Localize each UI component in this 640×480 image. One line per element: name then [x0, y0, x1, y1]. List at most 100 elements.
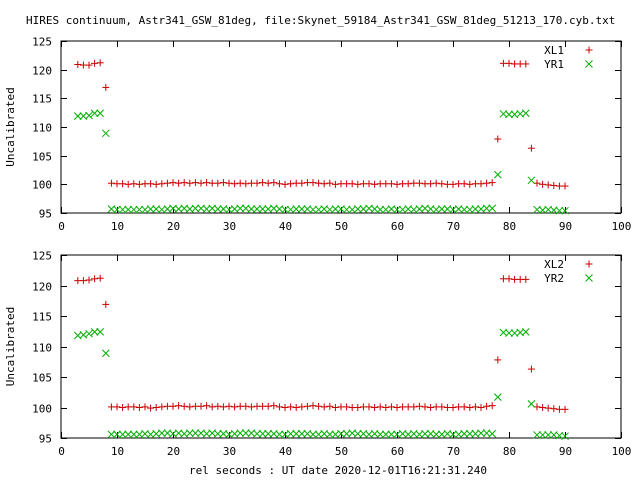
- data-point: [147, 404, 155, 412]
- data-point: [203, 402, 211, 410]
- data-point: [421, 429, 429, 438]
- data-point: [550, 181, 558, 189]
- data-point: [522, 275, 530, 283]
- data-point: [85, 61, 93, 69]
- data-point: [365, 403, 373, 411]
- data-point: [348, 180, 356, 188]
- data-point: [158, 180, 166, 188]
- data-point: [427, 404, 435, 411]
- data-point: [297, 205, 306, 213]
- y-tick-label: 100: [32, 179, 52, 192]
- data-point: [253, 429, 261, 438]
- data-point: [197, 402, 205, 410]
- data-point: [493, 170, 502, 179]
- x-tick-label: 20: [167, 445, 180, 458]
- y-tick-label: 105: [32, 372, 52, 385]
- data-point: [130, 180, 138, 188]
- y-tick-label: 105: [32, 151, 52, 164]
- x-tick-label: 10: [111, 220, 124, 233]
- data-point: [315, 179, 323, 187]
- data-point: [539, 180, 547, 188]
- x-tick-label: 90: [559, 445, 572, 458]
- data-point: [163, 179, 171, 187]
- data-point: [152, 404, 160, 411]
- data-point: [460, 205, 469, 214]
- x-tick-label: 80: [503, 445, 516, 458]
- data-point: [119, 180, 127, 188]
- data-point: [320, 180, 328, 188]
- x-tick-label: 40: [279, 220, 292, 233]
- data-point: [309, 430, 317, 439]
- data-point: [432, 430, 441, 439]
- data-point: [342, 205, 351, 214]
- x-tick-label: 70: [447, 445, 460, 458]
- data-point: [197, 179, 205, 187]
- data-point: [460, 429, 469, 438]
- data-point: [465, 429, 474, 438]
- data-point: [393, 180, 401, 188]
- data-point: [286, 429, 295, 438]
- data-point: [101, 349, 110, 358]
- data-point: [102, 300, 110, 308]
- data-point: [152, 180, 160, 188]
- data-point: [175, 402, 183, 410]
- data-point: [180, 179, 188, 187]
- data-point: [477, 180, 485, 188]
- x-tick-label: 40: [279, 445, 292, 458]
- data-point: [270, 402, 278, 410]
- data-point: [287, 180, 295, 188]
- data-point: [482, 204, 491, 213]
- data-point: [315, 402, 323, 410]
- data-point: [241, 429, 250, 437]
- data-point: [113, 403, 121, 411]
- data-point: [130, 403, 138, 411]
- legend-label: YR2: [544, 272, 564, 285]
- data-point: [460, 180, 468, 188]
- data-point: [275, 180, 283, 188]
- data-point: [303, 402, 311, 410]
- data-point: [325, 430, 334, 439]
- data-point: [191, 204, 200, 213]
- x-tick-label: 10: [111, 445, 124, 458]
- data-point: [505, 329, 513, 337]
- chart-panels: 0 10 20 30 40 50 60 70 80 90 100951001051101151201…: [4, 36, 631, 459]
- data-point: [505, 59, 513, 67]
- legend-label: YR1: [544, 58, 564, 71]
- data-point: [264, 179, 272, 187]
- data-point: [96, 328, 105, 336]
- data-point: [381, 430, 390, 439]
- y-axis-title: Uncalibrated: [4, 87, 17, 166]
- data-point: [354, 180, 362, 188]
- data-point: [353, 205, 362, 213]
- data-point: [158, 403, 166, 411]
- data-point: [186, 179, 194, 187]
- data-point: [404, 180, 412, 188]
- x-tick-label: 100: [612, 220, 632, 233]
- data-point: [522, 60, 530, 68]
- data-point: [253, 205, 261, 213]
- data-point: [449, 430, 457, 439]
- legend-marker: [585, 46, 593, 54]
- data-point: [129, 430, 138, 439]
- data-point: [281, 205, 289, 214]
- data-point: [393, 205, 401, 214]
- data-point: [259, 179, 267, 187]
- data-point: [292, 205, 301, 213]
- data-point: [493, 393, 502, 401]
- y-tick-label: 110: [32, 342, 52, 355]
- data-point: [236, 204, 245, 213]
- data-point: [550, 405, 558, 413]
- y-tick-label: 95: [39, 208, 52, 221]
- data-point: [561, 432, 569, 441]
- data-point: [331, 180, 339, 188]
- data-point: [264, 402, 272, 410]
- data-point: [147, 180, 155, 188]
- data-point: [213, 429, 222, 438]
- data-point: [191, 179, 199, 187]
- data-point: [91, 59, 99, 67]
- data-point: [544, 431, 553, 439]
- data-point: [247, 205, 256, 213]
- data-point: [354, 404, 362, 411]
- data-point: [527, 365, 535, 373]
- data-point: [214, 179, 222, 187]
